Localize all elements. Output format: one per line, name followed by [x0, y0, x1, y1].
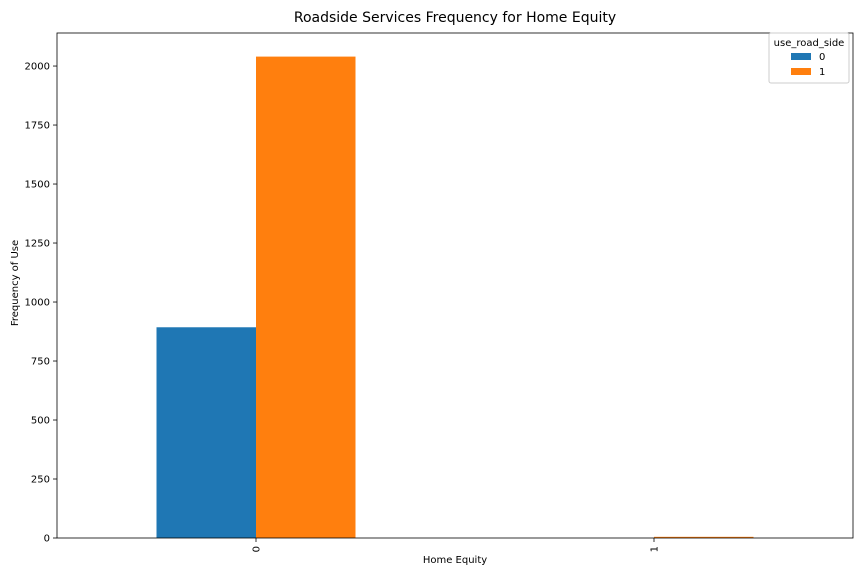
legend-title: use_road_side	[774, 38, 845, 49]
y-tick-label: 1000	[25, 298, 50, 309]
x-axis-label: Home Equity	[423, 555, 487, 566]
y-tick-label: 1750	[25, 121, 50, 132]
legend-swatch-1	[791, 68, 811, 75]
y-tick-label: 750	[31, 357, 50, 368]
legend: use_road_side 0 1	[768, 32, 850, 84]
legend-label-0: 0	[819, 52, 825, 63]
plot-area	[56, 32, 854, 539]
legend-swatch-0	[791, 53, 811, 60]
y-axis-label: Frequency of Use	[10, 240, 21, 326]
y-tick-label: 1500	[25, 180, 50, 191]
chart-title: Roadside Services Frequency for Home Equ…	[294, 10, 616, 26]
bar-series-0-cat-0	[156, 327, 256, 538]
legend-label-1: 1	[819, 67, 825, 78]
y-tick-label: 0	[44, 534, 50, 545]
y-tick-label: 500	[31, 416, 50, 427]
x-tick-label: 1	[650, 546, 661, 552]
y-tick-label: 2000	[25, 62, 50, 73]
y-tick-label: 1250	[25, 239, 50, 250]
plot-frame	[56, 32, 854, 539]
bar-series-1-cat-0	[256, 56, 356, 538]
y-tick-label: 250	[31, 475, 50, 486]
bar-series-1-cat-1	[654, 536, 754, 538]
x-tick-label: 0	[252, 546, 263, 552]
y-axis: 0 250 500 750 1000 1250 1500 1750 2000	[25, 62, 57, 545]
